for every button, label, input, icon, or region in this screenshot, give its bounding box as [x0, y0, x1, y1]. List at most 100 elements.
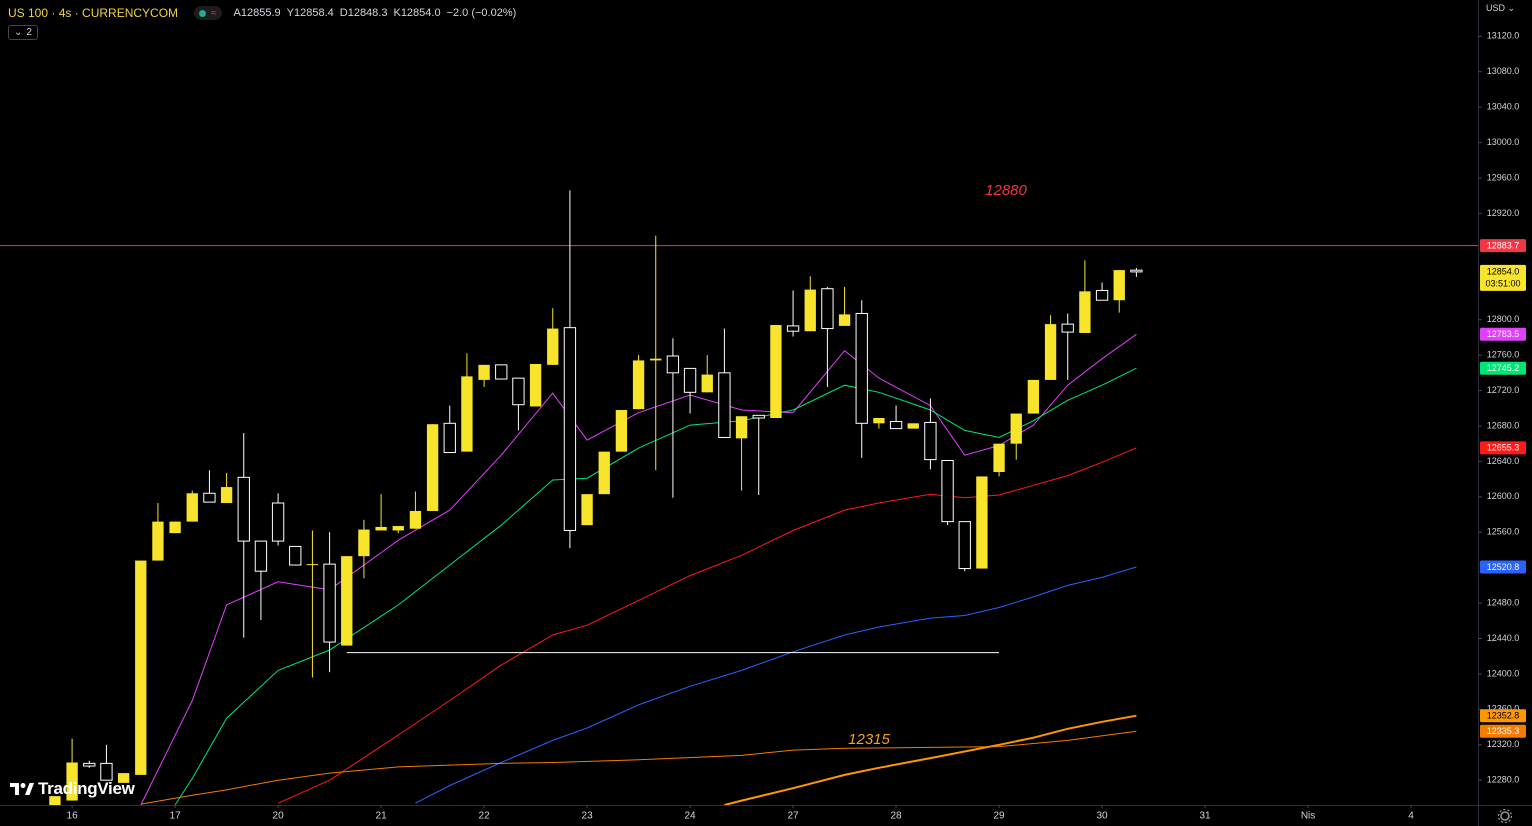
- indicators-toggle[interactable]: ⌄ 2: [8, 25, 38, 40]
- candle-body: [993, 443, 1005, 473]
- candle-body: [358, 529, 370, 557]
- ma-badge: [1480, 327, 1526, 341]
- candle-body: [581, 494, 593, 526]
- y-tick-label: 12720.0: [1487, 385, 1520, 395]
- label: Y: [286, 7, 294, 19]
- candle-body: [855, 312, 868, 424]
- price-badge: [1480, 264, 1526, 291]
- ma-badge: [1480, 441, 1526, 455]
- y-tick-label: 13120.0: [1487, 31, 1520, 41]
- candle-body: [1010, 413, 1022, 444]
- y-tick-label: 12440.0: [1487, 633, 1520, 643]
- candle-body: [1027, 379, 1040, 414]
- level-badge-label: 12883.7: [1487, 240, 1520, 250]
- candle-body: [341, 556, 353, 646]
- candle-body: [169, 521, 181, 534]
- ma-badge: [1480, 361, 1526, 375]
- candle-body: [632, 360, 645, 410]
- candle-body: [873, 417, 885, 424]
- annotation: 12315: [848, 731, 890, 748]
- candle-body: [941, 460, 954, 523]
- ohlc-close: K12854.0: [393, 7, 440, 19]
- x-tick-label: 4: [1408, 811, 1414, 822]
- candle-body: [804, 289, 816, 332]
- candle-body: [186, 493, 198, 522]
- candle-body: [838, 314, 851, 326]
- candle-body: [392, 526, 404, 531]
- candle-body: [821, 288, 834, 330]
- candle-body: [735, 416, 748, 439]
- x-tick-label: 22: [479, 811, 491, 822]
- currency[interactable]: USD ⌄: [1486, 3, 1516, 13]
- candle-body: [117, 773, 130, 783]
- candle-body: [220, 487, 233, 504]
- ma-line: [277, 447, 1137, 804]
- x-tick-label: 20: [273, 811, 285, 822]
- candle-body: [306, 564, 319, 566]
- candle-body: [924, 421, 937, 461]
- candle-body: [547, 328, 559, 365]
- level-badge: [1480, 239, 1526, 253]
- x-tick-label: 29: [994, 811, 1006, 822]
- candle-body: [237, 476, 250, 542]
- y-tick-label: 12920.0: [1487, 208, 1520, 218]
- status-pill[interactable]: ≈: [194, 6, 222, 20]
- symbol[interactable]: US 100 · 4s · CURRENCYCOM: [8, 6, 179, 20]
- y-tick-label: 12320.0: [1487, 739, 1520, 749]
- ma-badge-label: 12745.2: [1487, 363, 1520, 373]
- x-tick-label: 27: [788, 811, 800, 822]
- ohlc-high: Y12858.4: [287, 7, 334, 19]
- candle-body: [976, 476, 988, 569]
- x-tick-label: 24: [685, 811, 697, 822]
- y-tick-label: 12560.0: [1487, 527, 1520, 537]
- ma-badge: [1480, 560, 1526, 574]
- candle-body: [770, 325, 782, 418]
- ma-line: [724, 714, 1137, 806]
- value: 12858.4: [293, 7, 334, 19]
- ohlc-open: A12855.9: [234, 7, 281, 19]
- candle-body: [83, 762, 96, 767]
- x-tick-label: 21: [376, 811, 388, 822]
- candle-body: [461, 376, 473, 452]
- candle-body: [907, 423, 919, 429]
- ma-line: [140, 730, 1137, 805]
- ma-badge-label: 12783.5: [1487, 329, 1520, 339]
- candle-body: [478, 364, 490, 380]
- candle-body: [598, 451, 610, 495]
- change: −2.0 (−0.02%): [446, 7, 517, 19]
- settings-icon[interactable]: [1497, 808, 1513, 824]
- y-tick-label: 12680.0: [1487, 420, 1520, 430]
- y-tick-label: 12760.0: [1487, 349, 1520, 359]
- candle-body: [152, 521, 164, 561]
- label: A: [233, 7, 241, 19]
- header: US 100 · 4s · CURRENCYCOM ≈ A12855.9 Y12…: [8, 5, 516, 21]
- ma-badge-label: 12520.8: [1487, 562, 1520, 572]
- label: D: [339, 7, 348, 19]
- candle-body: [375, 526, 387, 531]
- candle-body: [563, 327, 577, 531]
- logo[interactable]: TradingView: [10, 779, 135, 799]
- candle-body: [666, 355, 680, 374]
- candle-body: [1113, 270, 1125, 301]
- candle-body: [650, 358, 662, 361]
- market-status: [199, 9, 207, 17]
- x-tick-label: 23: [582, 811, 594, 822]
- ohlc-low: D12848.3: [340, 7, 388, 19]
- y-tick-label: 12360.0: [1487, 704, 1520, 714]
- candle-body: [958, 521, 971, 570]
- candle-body: [289, 545, 302, 566]
- ma-badge-label: 12335.3: [1487, 726, 1520, 736]
- x-tick-label: 16: [67, 811, 79, 822]
- y-tick-label: 12600.0: [1487, 491, 1520, 501]
- candle-body: [1061, 323, 1074, 333]
- currency-label: USD: [1486, 3, 1506, 13]
- candle-body: [701, 374, 713, 393]
- y-tick-label: 13040.0: [1487, 102, 1520, 112]
- y-tick-label: 13080.0: [1487, 66, 1520, 76]
- candle-body: [135, 560, 147, 775]
- candle-body: [615, 410, 628, 452]
- ma-badge: [1480, 709, 1526, 723]
- ma-badge-label: 12655.3: [1487, 443, 1520, 453]
